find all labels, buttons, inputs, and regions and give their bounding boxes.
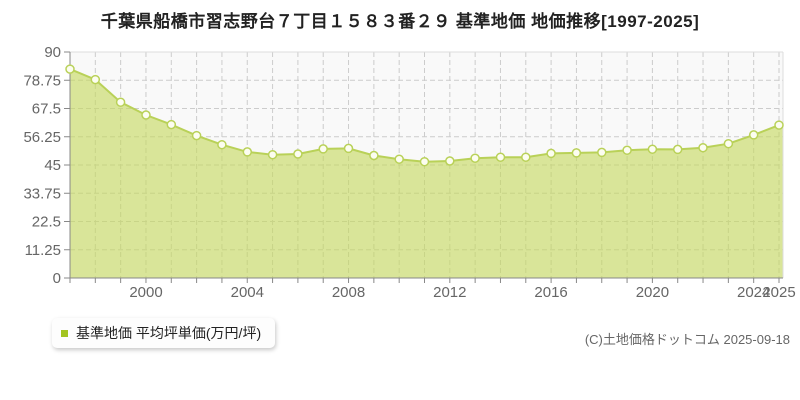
data-point [65, 64, 75, 74]
data-point [698, 142, 708, 153]
data-point [597, 147, 607, 158]
area-series [70, 69, 783, 278]
y-axis-label: 67.5 [32, 101, 61, 118]
data-point [445, 156, 455, 166]
y-axis-label: 33.75 [23, 185, 61, 202]
x-axis-label: 2012 [433, 284, 466, 301]
data-point [166, 119, 177, 130]
data-point [647, 144, 658, 154]
data-point [293, 149, 303, 159]
data-point [495, 152, 506, 162]
data-point [470, 153, 480, 163]
x-axis-label: 2004 [231, 284, 264, 301]
x-axis-label: 2016 [534, 284, 567, 301]
data-point [318, 144, 328, 154]
page-title: 千葉県船橋市習志野台７丁目１５８３番２９ 基準地価 地価推移[1997-2025… [100, 12, 700, 31]
data-point [115, 97, 126, 107]
legend-label: 基準地価 平均坪単価(万円/坪) [76, 325, 262, 341]
y-axis-label: 45 [44, 157, 61, 174]
x-axis-label: 2024 [737, 284, 770, 301]
data-point [141, 110, 151, 120]
y-axis-label: 0 [53, 270, 61, 287]
data-point [774, 120, 784, 130]
data-point [343, 143, 354, 154]
series-marker-icon [61, 329, 68, 337]
data-points [65, 64, 784, 167]
y-axis-labels: 0 11.25 22.5 33.75 45 56.25 67.5 78.75 90 [23, 44, 61, 287]
y-axis-label: 90 [44, 44, 61, 61]
data-point [90, 74, 101, 85]
data-point [242, 147, 253, 157]
x-axis-label: 2000 [129, 284, 162, 301]
data-point [191, 130, 202, 141]
tick-marks [64, 51, 780, 283]
data-point [672, 144, 683, 155]
data-point [267, 149, 278, 160]
copyright-text: (C)土地価格ドットコム 2025-09-18 [584, 332, 790, 347]
data-point [546, 148, 556, 159]
data-point [369, 150, 379, 161]
data-point [394, 154, 404, 164]
data-point [622, 145, 632, 155]
data-point [419, 156, 430, 167]
y-axis-label: 11.25 [25, 242, 61, 259]
legend: 基準地価 平均坪単価(万円/坪) [52, 318, 276, 348]
data-point [521, 152, 531, 162]
data-point [723, 138, 734, 149]
x-axis-label: 2025 [762, 284, 795, 301]
data-point [217, 139, 227, 150]
data-point [748, 130, 759, 140]
y-axis-label: 78.75 [23, 72, 61, 89]
data-point [571, 148, 582, 158]
x-axis-label: 2008 [332, 284, 365, 301]
y-axis-label: 56.25 [23, 129, 61, 146]
y-axis-label: 22.5 [32, 214, 61, 231]
x-axis-label: 2020 [636, 284, 669, 301]
